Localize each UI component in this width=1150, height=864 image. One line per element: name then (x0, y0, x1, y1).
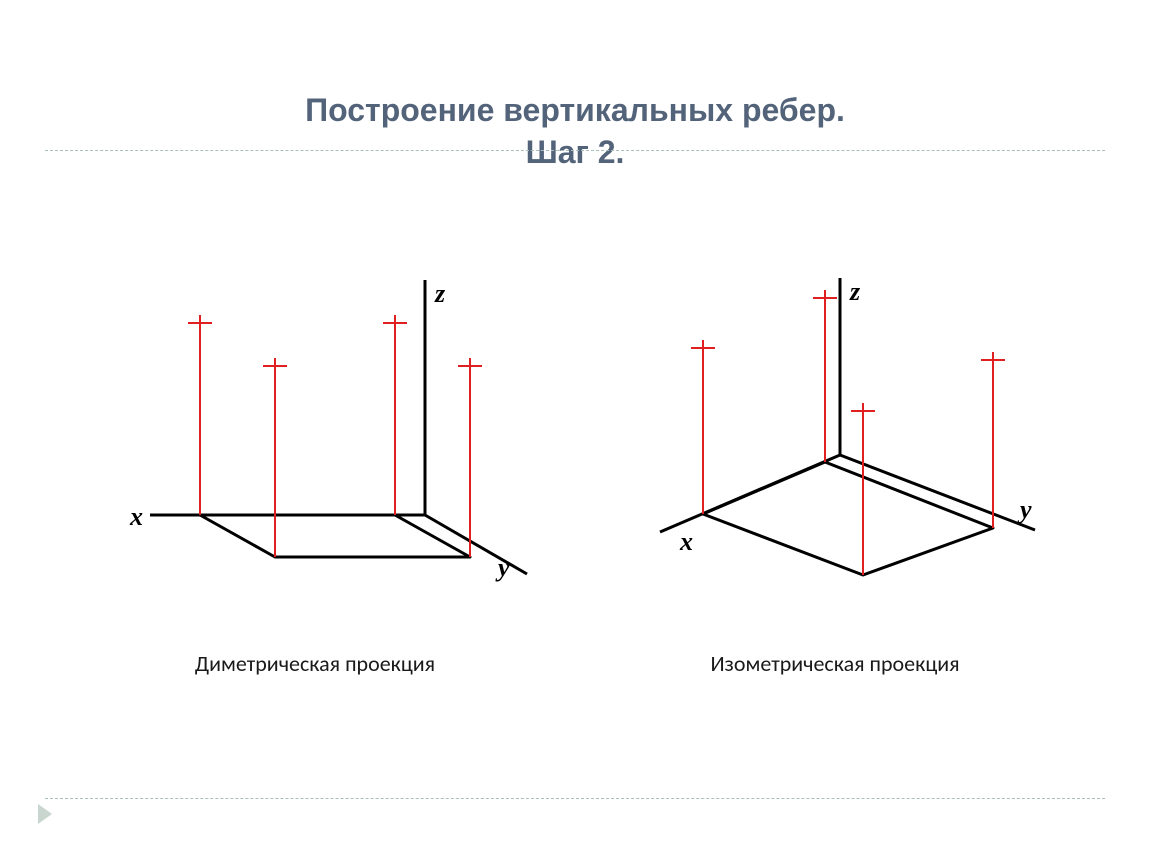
title-line-2: Шаг 2. (0, 132, 1150, 174)
svg-text:z: z (849, 277, 861, 306)
svg-text:x: x (679, 527, 693, 556)
svg-text:x: x (129, 502, 143, 531)
title-line-1: Построение вертикальных ребер. (0, 90, 1150, 132)
figure-dimetric: x y z Диметрическая проекция (95, 250, 535, 677)
divider-bottom (45, 798, 1105, 799)
slide: Построение вертикальных ребер. Шаг 2. x y… (0, 0, 1150, 864)
svg-text:z: z (434, 279, 446, 308)
svg-text:y: y (1017, 495, 1032, 524)
divider-top (45, 150, 1105, 151)
caption-isometric: Изометрическая проекция (710, 650, 959, 677)
svg-text:y: y (495, 553, 510, 582)
isometric-diagram: x y z (615, 250, 1055, 590)
figures-row: x y z Диметрическая проекция x y z Изометрич… (0, 250, 1150, 677)
caption-dimetric: Диметрическая проекция (195, 650, 435, 677)
dimetric-diagram: x y z (95, 250, 535, 590)
slide-nav-arrow-icon (38, 804, 52, 824)
slide-title: Построение вертикальных ребер. Шаг 2. (0, 0, 1150, 173)
figure-isometric: x y z Изометрическая проекция (615, 250, 1055, 677)
